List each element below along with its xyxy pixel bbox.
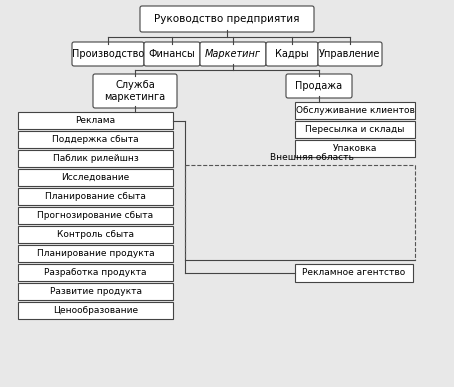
Text: Паблик рилейшнз: Паблик рилейшнз xyxy=(53,154,138,163)
Bar xyxy=(295,264,413,281)
Text: Маркетинг: Маркетинг xyxy=(205,49,261,59)
Bar xyxy=(18,302,173,319)
Text: Управление: Управление xyxy=(319,49,381,59)
Bar xyxy=(18,207,173,224)
FancyBboxPatch shape xyxy=(200,42,266,66)
Text: Обслуживание клиентов: Обслуживание клиентов xyxy=(296,106,415,115)
Text: Упаковка: Упаковка xyxy=(333,144,377,153)
FancyBboxPatch shape xyxy=(144,42,200,66)
Bar xyxy=(18,245,173,262)
Text: Внешняя область: Внешняя область xyxy=(270,154,353,163)
Text: Контроль сбыта: Контроль сбыта xyxy=(57,230,134,239)
Bar xyxy=(18,188,173,205)
Text: Прогнозирование сбыта: Прогнозирование сбыта xyxy=(37,211,153,220)
Text: Разработка продукта: Разработка продукта xyxy=(44,268,147,277)
Text: Развитие продукта: Развитие продукта xyxy=(49,287,142,296)
FancyBboxPatch shape xyxy=(93,74,177,108)
Text: Поддержка сбыта: Поддержка сбыта xyxy=(52,135,139,144)
Text: Исследование: Исследование xyxy=(61,173,130,182)
Bar xyxy=(18,283,173,300)
Text: Кадры: Кадры xyxy=(275,49,309,59)
Bar xyxy=(18,226,173,243)
Text: Планирование продукта: Планирование продукта xyxy=(37,249,154,258)
Text: Финансы: Финансы xyxy=(148,49,195,59)
Text: Руководство предприятия: Руководство предприятия xyxy=(154,14,300,24)
Text: Служба
маркетинга: Служба маркетинга xyxy=(104,80,166,102)
Text: Ценообразование: Ценообразование xyxy=(53,306,138,315)
Bar xyxy=(18,131,173,148)
Text: Рекламное агентство: Рекламное агентство xyxy=(302,268,405,277)
Bar xyxy=(18,150,173,167)
Bar xyxy=(18,169,173,186)
Text: Реклама: Реклама xyxy=(75,116,116,125)
Bar xyxy=(295,102,415,119)
FancyBboxPatch shape xyxy=(140,6,314,32)
Bar xyxy=(18,112,173,129)
Text: Производство: Производство xyxy=(72,49,144,59)
Bar xyxy=(295,121,415,138)
Text: Пересылка и склады: Пересылка и склады xyxy=(305,125,405,134)
Text: Планирование сбыта: Планирование сбыта xyxy=(45,192,146,201)
FancyBboxPatch shape xyxy=(266,42,318,66)
Bar xyxy=(295,140,415,157)
FancyBboxPatch shape xyxy=(72,42,144,66)
Bar xyxy=(18,264,173,281)
Text: Продажа: Продажа xyxy=(296,81,343,91)
FancyBboxPatch shape xyxy=(318,42,382,66)
FancyBboxPatch shape xyxy=(286,74,352,98)
